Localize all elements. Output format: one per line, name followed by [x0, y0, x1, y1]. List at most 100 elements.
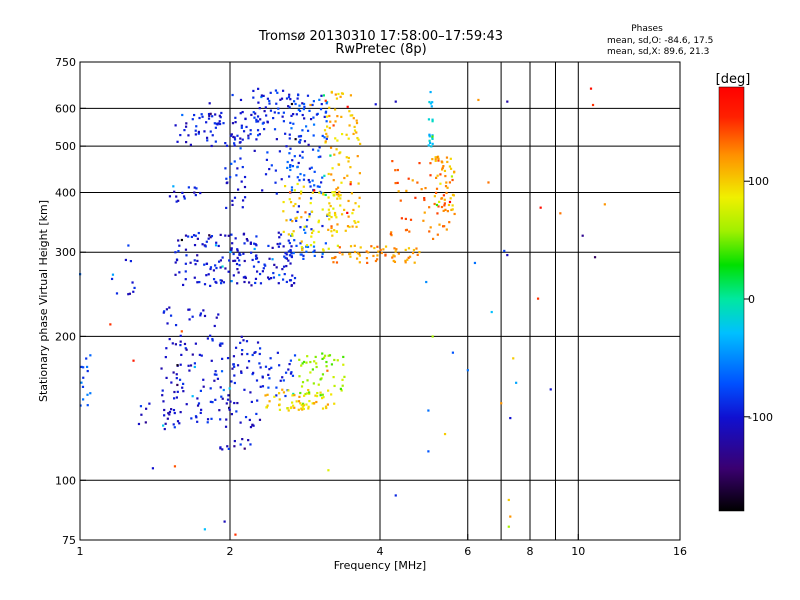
data-point [236, 134, 239, 137]
data-point [187, 308, 190, 311]
data-point [190, 417, 193, 420]
data-point [174, 124, 177, 127]
data-point [298, 395, 301, 398]
data-point [308, 215, 311, 218]
data-point [352, 117, 355, 120]
data-point [258, 418, 262, 421]
data-point [235, 410, 238, 413]
data-point [405, 189, 408, 192]
data-point [449, 167, 453, 170]
data-point [302, 228, 306, 231]
data-point [603, 203, 606, 206]
data-point [301, 362, 304, 365]
data-point [261, 376, 264, 379]
data-point [191, 395, 194, 398]
data-point [218, 120, 221, 123]
data-point [239, 253, 242, 257]
data-point [185, 254, 188, 257]
data-point [240, 124, 243, 127]
data-point [214, 113, 217, 116]
data-point [163, 427, 166, 431]
data-point [325, 360, 328, 364]
data-point [290, 245, 293, 248]
data-point [333, 384, 336, 388]
data-point [283, 184, 287, 188]
data-point [245, 238, 248, 241]
data-point [289, 406, 292, 410]
data-point [194, 193, 197, 197]
data-point [235, 262, 239, 266]
data-point [290, 371, 293, 374]
data-point [188, 369, 191, 372]
data-point [429, 162, 432, 165]
data-point [335, 148, 338, 151]
data-point [238, 264, 241, 267]
data-point [434, 159, 437, 162]
data-point [268, 167, 271, 171]
data-point [431, 135, 434, 138]
data-point [299, 134, 303, 138]
data-point [168, 413, 171, 416]
data-point [174, 251, 177, 254]
data-point [329, 120, 332, 123]
data-point [318, 191, 321, 194]
data-point [235, 174, 238, 177]
data-point [352, 208, 355, 212]
data-point [279, 242, 282, 245]
data-point [214, 140, 217, 143]
data-point [309, 118, 313, 121]
data-point [206, 418, 210, 421]
data-point [259, 366, 262, 369]
data-point [287, 105, 290, 108]
data-point [282, 111, 285, 114]
data-point [287, 368, 290, 371]
data-point [255, 270, 259, 273]
data-point [331, 167, 334, 170]
data-point [443, 198, 446, 201]
data-point [509, 515, 512, 518]
data-point [297, 93, 300, 97]
data-point [324, 140, 327, 143]
data-point [258, 352, 261, 356]
data-point [182, 390, 185, 393]
data-point [372, 254, 375, 258]
data-point [341, 253, 344, 256]
data-point [342, 355, 345, 359]
data-point [233, 196, 237, 199]
data-point [269, 91, 272, 94]
data-point [257, 260, 260, 264]
data-point [183, 129, 186, 132]
data-point [254, 281, 257, 285]
data-point [301, 113, 304, 117]
data-point [416, 253, 419, 256]
data-point [331, 257, 334, 260]
data-point [291, 274, 294, 277]
phase-stats-heading: Phases [631, 24, 663, 34]
data-point [288, 93, 291, 96]
data-point [190, 235, 193, 239]
data-point [288, 137, 291, 140]
data-point [313, 241, 316, 244]
data-point [256, 341, 260, 344]
data-point [274, 169, 277, 172]
data-point [289, 164, 292, 167]
data-point [284, 371, 288, 374]
data-point [223, 520, 226, 523]
y-tick-label: 75 [62, 534, 76, 547]
data-point [293, 394, 296, 397]
data-point [437, 157, 440, 160]
data-point [151, 467, 155, 470]
data-point [179, 363, 182, 366]
data-point [249, 443, 252, 446]
data-point [394, 100, 397, 103]
data-point [275, 102, 278, 105]
data-point [184, 125, 188, 128]
data-point [318, 146, 321, 149]
data-point [277, 392, 281, 395]
data-point [300, 190, 303, 193]
data-point [281, 89, 285, 92]
data-point [416, 181, 419, 184]
data-point [165, 376, 168, 380]
data-point [344, 229, 347, 232]
data-point [448, 165, 451, 168]
